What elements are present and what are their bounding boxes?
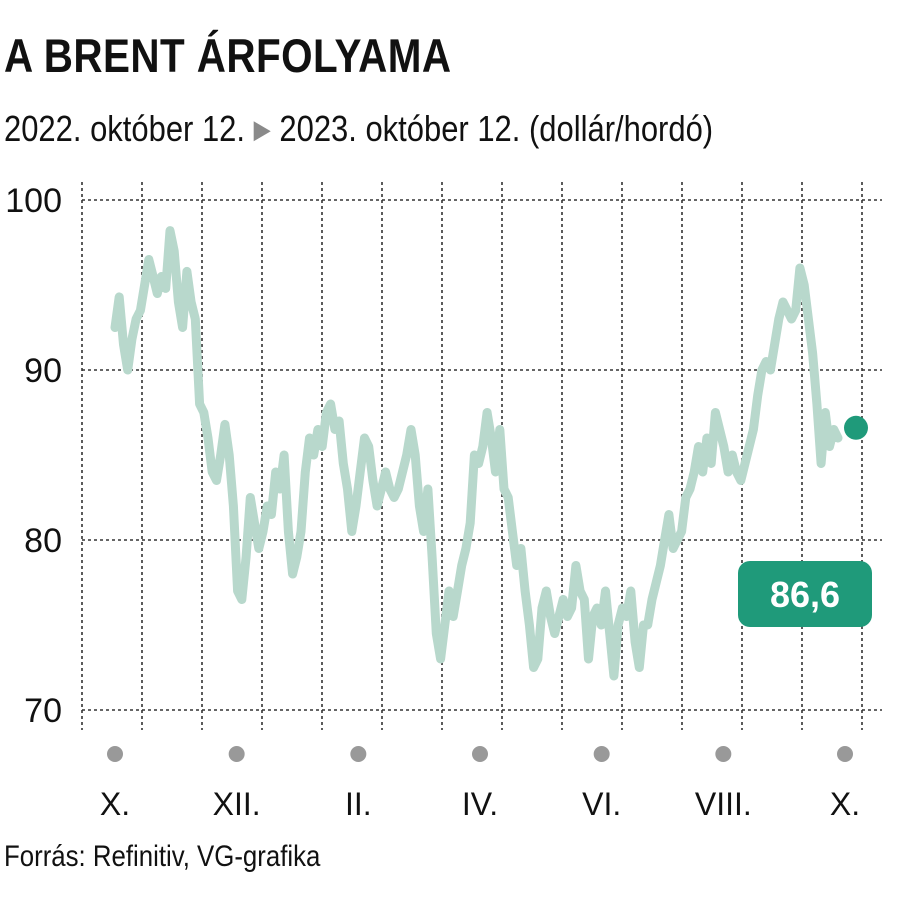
last-value-box xyxy=(738,561,872,627)
x-tick-dot xyxy=(837,746,853,762)
y-tick-label: 70 xyxy=(24,692,62,730)
y-tick-label: 100 xyxy=(5,182,62,220)
x-tick-label: X. xyxy=(830,786,860,822)
x-tick-dot xyxy=(107,746,123,762)
x-tick-dot xyxy=(715,746,732,762)
chart-subtitle: 2022. október 12. ▶ 2023. október 12. (dol… xyxy=(4,108,713,150)
x-tick-label: X. xyxy=(100,786,130,822)
x-tick-label: VI. xyxy=(582,786,621,822)
source-note: Forrás: Refinitiv, VG-grafika xyxy=(4,840,321,873)
x-tick-dot xyxy=(593,746,610,762)
price-series xyxy=(110,226,843,681)
x-tick-label: II. xyxy=(345,786,372,822)
x-tick-dot xyxy=(350,746,367,762)
y-tick-label: 90 xyxy=(24,352,62,390)
y-tick-label: 80 xyxy=(24,522,62,560)
chart-title: A BRENT ÁRFOLYAMA xyxy=(4,29,452,82)
x-tick-label: VIII. xyxy=(695,786,752,822)
x-tick-label: IV. xyxy=(462,786,498,822)
subtitle-end-date: 2023. október 12. (dollár/hordó) xyxy=(279,108,714,149)
x-tick-dot xyxy=(472,746,488,762)
x-tick-label: XII. xyxy=(213,786,261,822)
last-value-marker xyxy=(844,415,868,440)
x-tick-dot xyxy=(228,746,245,762)
last-value-callout: 86,6 xyxy=(738,415,872,627)
y-axis-ticks: 100 90 80 70 xyxy=(5,182,62,730)
subtitle-start-date: 2022. október 12. xyxy=(4,108,245,149)
play-arrow-icon: ▶ xyxy=(253,114,271,144)
x-axis-ticks: X. XII. II. IV. VI. VIII. X. xyxy=(100,746,860,822)
series-line xyxy=(110,226,843,681)
last-value-label: 86,6 xyxy=(770,574,840,615)
grid-lines xyxy=(81,182,882,730)
